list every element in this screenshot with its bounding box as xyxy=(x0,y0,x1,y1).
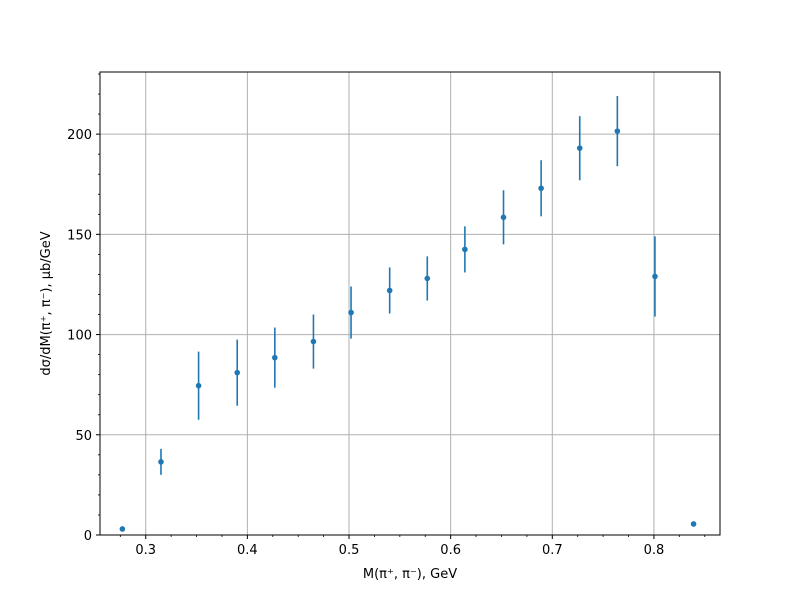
x-tick-label: 0.4 xyxy=(237,543,258,558)
data-point-group xyxy=(538,160,544,217)
y-tick-label: 200 xyxy=(67,128,92,143)
data-point xyxy=(195,382,202,389)
x-tick-label: 0.5 xyxy=(339,543,360,558)
data-point-group xyxy=(652,236,658,317)
y-axis-label: dσ/dM(π⁺, π⁻), μb/GeV xyxy=(39,231,54,375)
data-point-group xyxy=(348,286,354,339)
data-point-group xyxy=(195,351,202,420)
x-axis-label: M(π⁺, π⁻), GeV xyxy=(363,567,457,582)
data-point-group xyxy=(158,448,164,475)
data-point-group xyxy=(500,190,507,245)
data-series xyxy=(119,96,697,532)
y-tick-label: 0 xyxy=(84,529,92,544)
data-point xyxy=(500,214,507,221)
data-point-group xyxy=(234,339,241,406)
x-tick-label: 0.3 xyxy=(135,543,156,558)
data-point xyxy=(272,354,278,361)
data-point xyxy=(119,526,126,532)
data-point-group xyxy=(386,267,393,314)
data-point xyxy=(576,145,583,151)
x-tick-label: 0.6 xyxy=(440,543,461,558)
data-point-group xyxy=(462,226,468,273)
plot-frame xyxy=(99,71,721,536)
data-point-group xyxy=(272,327,278,388)
y-tick-label: 50 xyxy=(75,429,92,444)
data-point-group xyxy=(310,314,317,369)
data-point xyxy=(386,287,393,294)
data-point xyxy=(690,521,697,527)
data-point xyxy=(158,459,164,465)
data-point xyxy=(424,275,431,282)
data-point-group xyxy=(119,526,126,532)
data-point-group xyxy=(690,521,697,527)
data-point xyxy=(538,185,544,192)
data-point-group xyxy=(614,96,621,167)
data-point xyxy=(348,309,354,316)
data-point xyxy=(462,246,468,253)
x-tick-label: 0.8 xyxy=(644,543,665,558)
y-tick-label: 150 xyxy=(67,228,92,243)
y-tick-label: 100 xyxy=(67,329,92,344)
ticks: 0.3 0.4 0.5 0.6 0.7 0.8 0 50 100 150 200 xyxy=(67,128,664,558)
data-point-group xyxy=(424,256,431,301)
data-point-group xyxy=(576,116,583,181)
data-point xyxy=(310,338,317,345)
x-tick-label: 0.7 xyxy=(542,543,563,558)
data-point xyxy=(614,128,621,134)
data-point xyxy=(234,369,241,376)
data-point xyxy=(652,273,658,280)
